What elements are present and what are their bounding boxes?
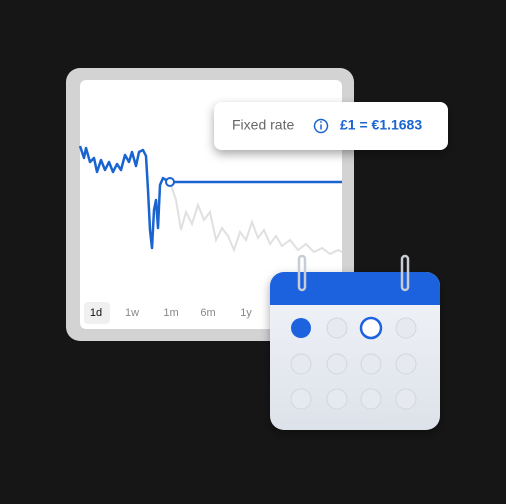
day [326, 388, 348, 410]
tooltip-rate: £1 = €1.1683 [340, 117, 422, 133]
tab-selected [84, 302, 110, 324]
info-icon [313, 118, 329, 134]
tab[interactable]: 1d [90, 307, 102, 319]
history-line [169, 181, 343, 256]
calendar [270, 272, 440, 430]
rate-line [78, 145, 342, 250]
day [290, 353, 312, 375]
day [395, 317, 417, 339]
day [360, 353, 382, 375]
day [326, 317, 348, 339]
tab[interactable]: 1m [163, 307, 178, 319]
day-marked [359, 316, 383, 340]
day [290, 388, 312, 410]
day [395, 353, 417, 375]
day [360, 388, 382, 410]
day [395, 388, 417, 410]
info-icon-dot [320, 121, 322, 123]
calendar-ring [400, 254, 410, 292]
tab[interactable]: 1w [125, 307, 139, 319]
day-selected [291, 318, 311, 338]
calendar-header [270, 272, 440, 305]
tooltip [214, 102, 448, 150]
rate-marker [165, 177, 175, 187]
tab[interactable]: 6m [200, 307, 215, 319]
tab[interactable]: 1y [240, 307, 252, 319]
tooltip-label: Fixed rate [232, 117, 294, 133]
calendar-ring [297, 254, 307, 292]
calendar-body [270, 272, 440, 430]
calendar-days [290, 316, 417, 410]
day [326, 353, 348, 375]
